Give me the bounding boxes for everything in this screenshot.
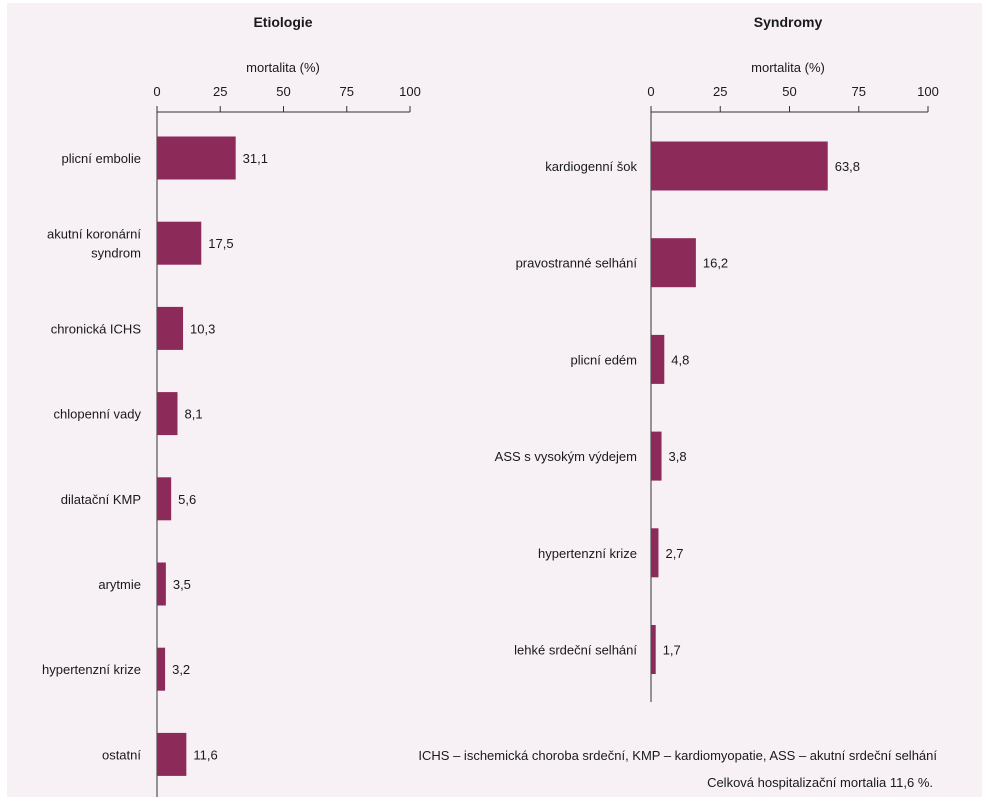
bar-value-label: 3,5 [173,577,191,592]
category-label: pravostranné selhání [516,256,638,271]
x-tick-label: 100 [917,84,939,99]
x-tick-label: 0 [153,84,160,99]
bar [651,141,828,191]
bar-value-label: 16,2 [703,256,728,271]
footnote-abbreviations: ICHS – ischemická choroba srdeční, KMP –… [418,748,937,763]
panel-etiologie: Etiologie mortalita (%) 0 25 50 75 100 31,1 plic… [42,14,421,797]
bar-value-label: 31,1 [243,151,268,166]
bar-value-label: 8,1 [184,407,202,422]
bar [157,477,172,521]
x-axis-label: mortalita (%) [751,60,825,75]
category-label: syndrom [91,246,141,261]
x-tick-label: 75 [852,84,866,99]
bar [157,392,178,436]
x-axis-label: mortalita (%) [246,60,320,75]
category-label: hypertenzní krize [42,662,141,677]
bar [651,625,656,674]
chart-title: Etiologie [253,14,312,30]
chart-title: Syndromy [754,14,823,30]
bar-value-label: 63,8 [835,159,860,174]
x-tick-label: 75 [340,84,354,99]
x-tick-label: 100 [399,84,421,99]
category-label: arytmie [98,577,141,592]
bar [157,306,184,350]
category-label: lehké srdeční selhání [514,643,637,658]
x-tick-label: 50 [276,84,290,99]
bar-value-label: 1,7 [663,643,681,658]
category-label: ostatní [102,747,141,762]
bar-value-label: 3,8 [669,449,687,464]
bar-value-label: 4,8 [671,352,689,367]
bar [651,431,662,481]
x-tick-label: 0 [647,84,654,99]
bar [157,221,202,265]
bar-value-label: 3,2 [172,662,190,677]
category-label: ASS s vysokým výdejem [495,449,637,464]
bar-value-label: 17,5 [208,236,233,251]
footnote-total: Celková hospitalizační mortalia 11,6 %. [707,775,933,790]
x-tick-label: 25 [213,84,227,99]
bar [157,562,166,606]
bar-value-label: 2,7 [665,546,683,561]
category-label: akutní koronární [47,227,141,242]
panel-syndromy: Syndromy mortalita (%) 0 25 50 75 100 63,8 kardi… [495,14,939,702]
bar [651,238,696,288]
x-tick-label: 50 [782,84,796,99]
category-label: dilatační KMP [61,492,141,507]
category-label: plicní embolie [62,151,142,166]
category-label: chlopenní vady [54,407,142,422]
bar [651,528,659,578]
bar [157,732,187,776]
bar-value-label: 11,6 [193,747,217,762]
bar [157,647,166,691]
category-label: plicní edém [571,352,637,367]
category-label: kardiogenní šok [545,159,637,174]
bar [651,334,665,384]
bar-value-label: 5,6 [178,492,196,507]
x-tick-label: 25 [713,84,727,99]
bar-value-label: 10,3 [190,321,215,336]
bar [157,136,236,180]
category-label: hypertenzní krize [538,546,637,561]
category-label: chronická ICHS [51,321,142,336]
